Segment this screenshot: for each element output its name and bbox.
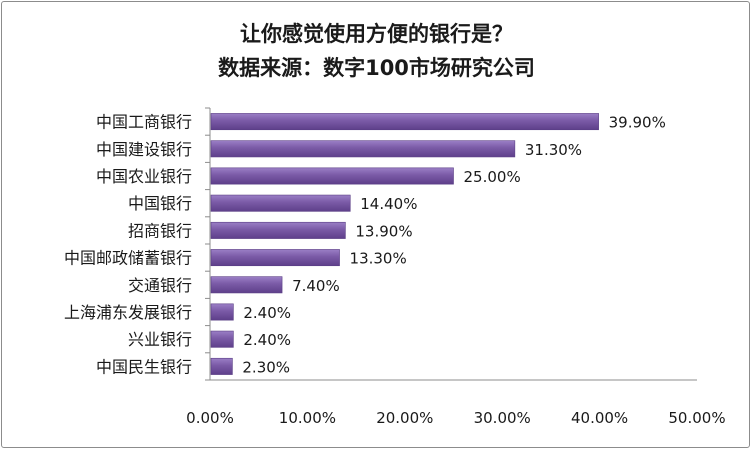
x-tick-label: 20.00% bbox=[376, 409, 433, 427]
bar bbox=[210, 303, 234, 321]
category-label: 中国农业银行 bbox=[96, 167, 192, 186]
value-label: 2.30% bbox=[242, 358, 290, 376]
bar bbox=[210, 249, 340, 267]
category-label: 招商银行 bbox=[128, 221, 192, 240]
value-label: 14.40% bbox=[360, 195, 417, 213]
category-label: 上海浦东发展银行 bbox=[64, 303, 192, 322]
value-label: 39.90% bbox=[609, 114, 666, 132]
axes bbox=[205, 107, 697, 381]
bars bbox=[210, 113, 599, 375]
value-label: 31.30% bbox=[525, 141, 582, 159]
bar bbox=[210, 140, 516, 158]
value-label: 7.40% bbox=[292, 277, 340, 295]
x-tick-label: 0.00% bbox=[186, 409, 234, 427]
bar bbox=[210, 357, 233, 375]
bar bbox=[210, 221, 346, 239]
category-label: 中国建设银行 bbox=[96, 140, 192, 159]
chart-title: 让你感觉使用方便的银行是？ bbox=[240, 22, 513, 46]
bar bbox=[210, 330, 234, 348]
category-label: 交通银行 bbox=[128, 276, 192, 295]
category-label: 中国邮政储蓄银行 bbox=[64, 249, 192, 268]
category-label: 中国银行 bbox=[128, 194, 192, 213]
value-label: 2.40% bbox=[243, 331, 291, 349]
chart-subtitle: 数据来源：数字100市场研究公司 bbox=[218, 56, 535, 80]
bar bbox=[210, 194, 351, 212]
x-tick-label: 50.00% bbox=[668, 409, 725, 427]
x-tick-label: 40.00% bbox=[571, 409, 628, 427]
bar bbox=[210, 113, 599, 131]
value-label: 13.90% bbox=[355, 222, 412, 240]
labels: 0.00% 10.00% 20.00% 30.00% 40.00% 50.00% 中国工商银… bbox=[64, 113, 726, 427]
x-tick-label: 10.00% bbox=[279, 409, 336, 427]
value-label: 2.40% bbox=[243, 304, 291, 322]
category-label: 兴业银行 bbox=[128, 330, 192, 349]
value-label: 25.00% bbox=[464, 168, 521, 186]
x-tick-label: 30.00% bbox=[474, 409, 531, 427]
category-label: 中国民生银行 bbox=[96, 357, 192, 376]
bar bbox=[210, 167, 454, 185]
bar bbox=[210, 276, 283, 294]
category-label: 中国工商银行 bbox=[96, 113, 192, 132]
value-label: 13.30% bbox=[350, 250, 407, 268]
